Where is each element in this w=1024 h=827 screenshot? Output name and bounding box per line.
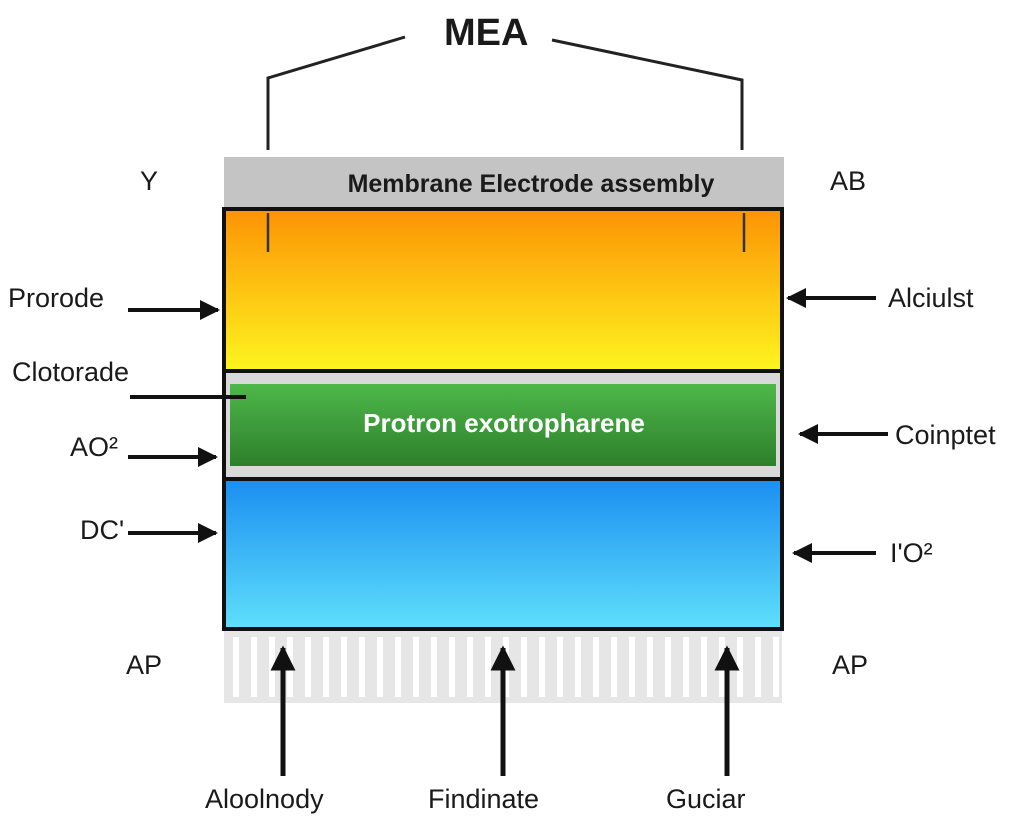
left-arrows bbox=[128, 300, 246, 543]
diagram-title: MEA bbox=[444, 12, 529, 54]
dc-label: DC' bbox=[80, 515, 125, 545]
alciulst-label: Alciulst bbox=[888, 283, 974, 313]
prorode-label: Prorode bbox=[8, 283, 105, 313]
left-bottom-corner-label: AP bbox=[126, 650, 163, 680]
anode-layer bbox=[222, 207, 784, 373]
bottom-label-3: Guciar bbox=[666, 784, 746, 814]
header-bar bbox=[224, 157, 784, 209]
bottom-label-2: Findinate bbox=[428, 784, 540, 814]
io2-label: I'O² bbox=[890, 538, 933, 568]
bottom-arrows bbox=[270, 645, 740, 776]
cathode-layer bbox=[222, 477, 784, 631]
header-bar-label: Membrane Electrode assembly bbox=[347, 170, 715, 198]
bottom-label-1: Aloolnody bbox=[205, 784, 324, 814]
ao2-label: AO² bbox=[70, 432, 119, 462]
membrane-layer bbox=[230, 384, 776, 466]
membrane-label: Protron exotropharene bbox=[363, 408, 645, 438]
mea-bracket bbox=[266, 35, 744, 150]
right-bottom-corner-label: AP bbox=[832, 650, 869, 680]
right-arrows bbox=[786, 288, 888, 563]
left-top-corner-label: Y bbox=[140, 166, 159, 196]
clotorade-label: Clotorade bbox=[12, 357, 130, 387]
right-top-corner-label: AB bbox=[830, 166, 867, 196]
coinptet-label: Coinptet bbox=[895, 420, 996, 450]
